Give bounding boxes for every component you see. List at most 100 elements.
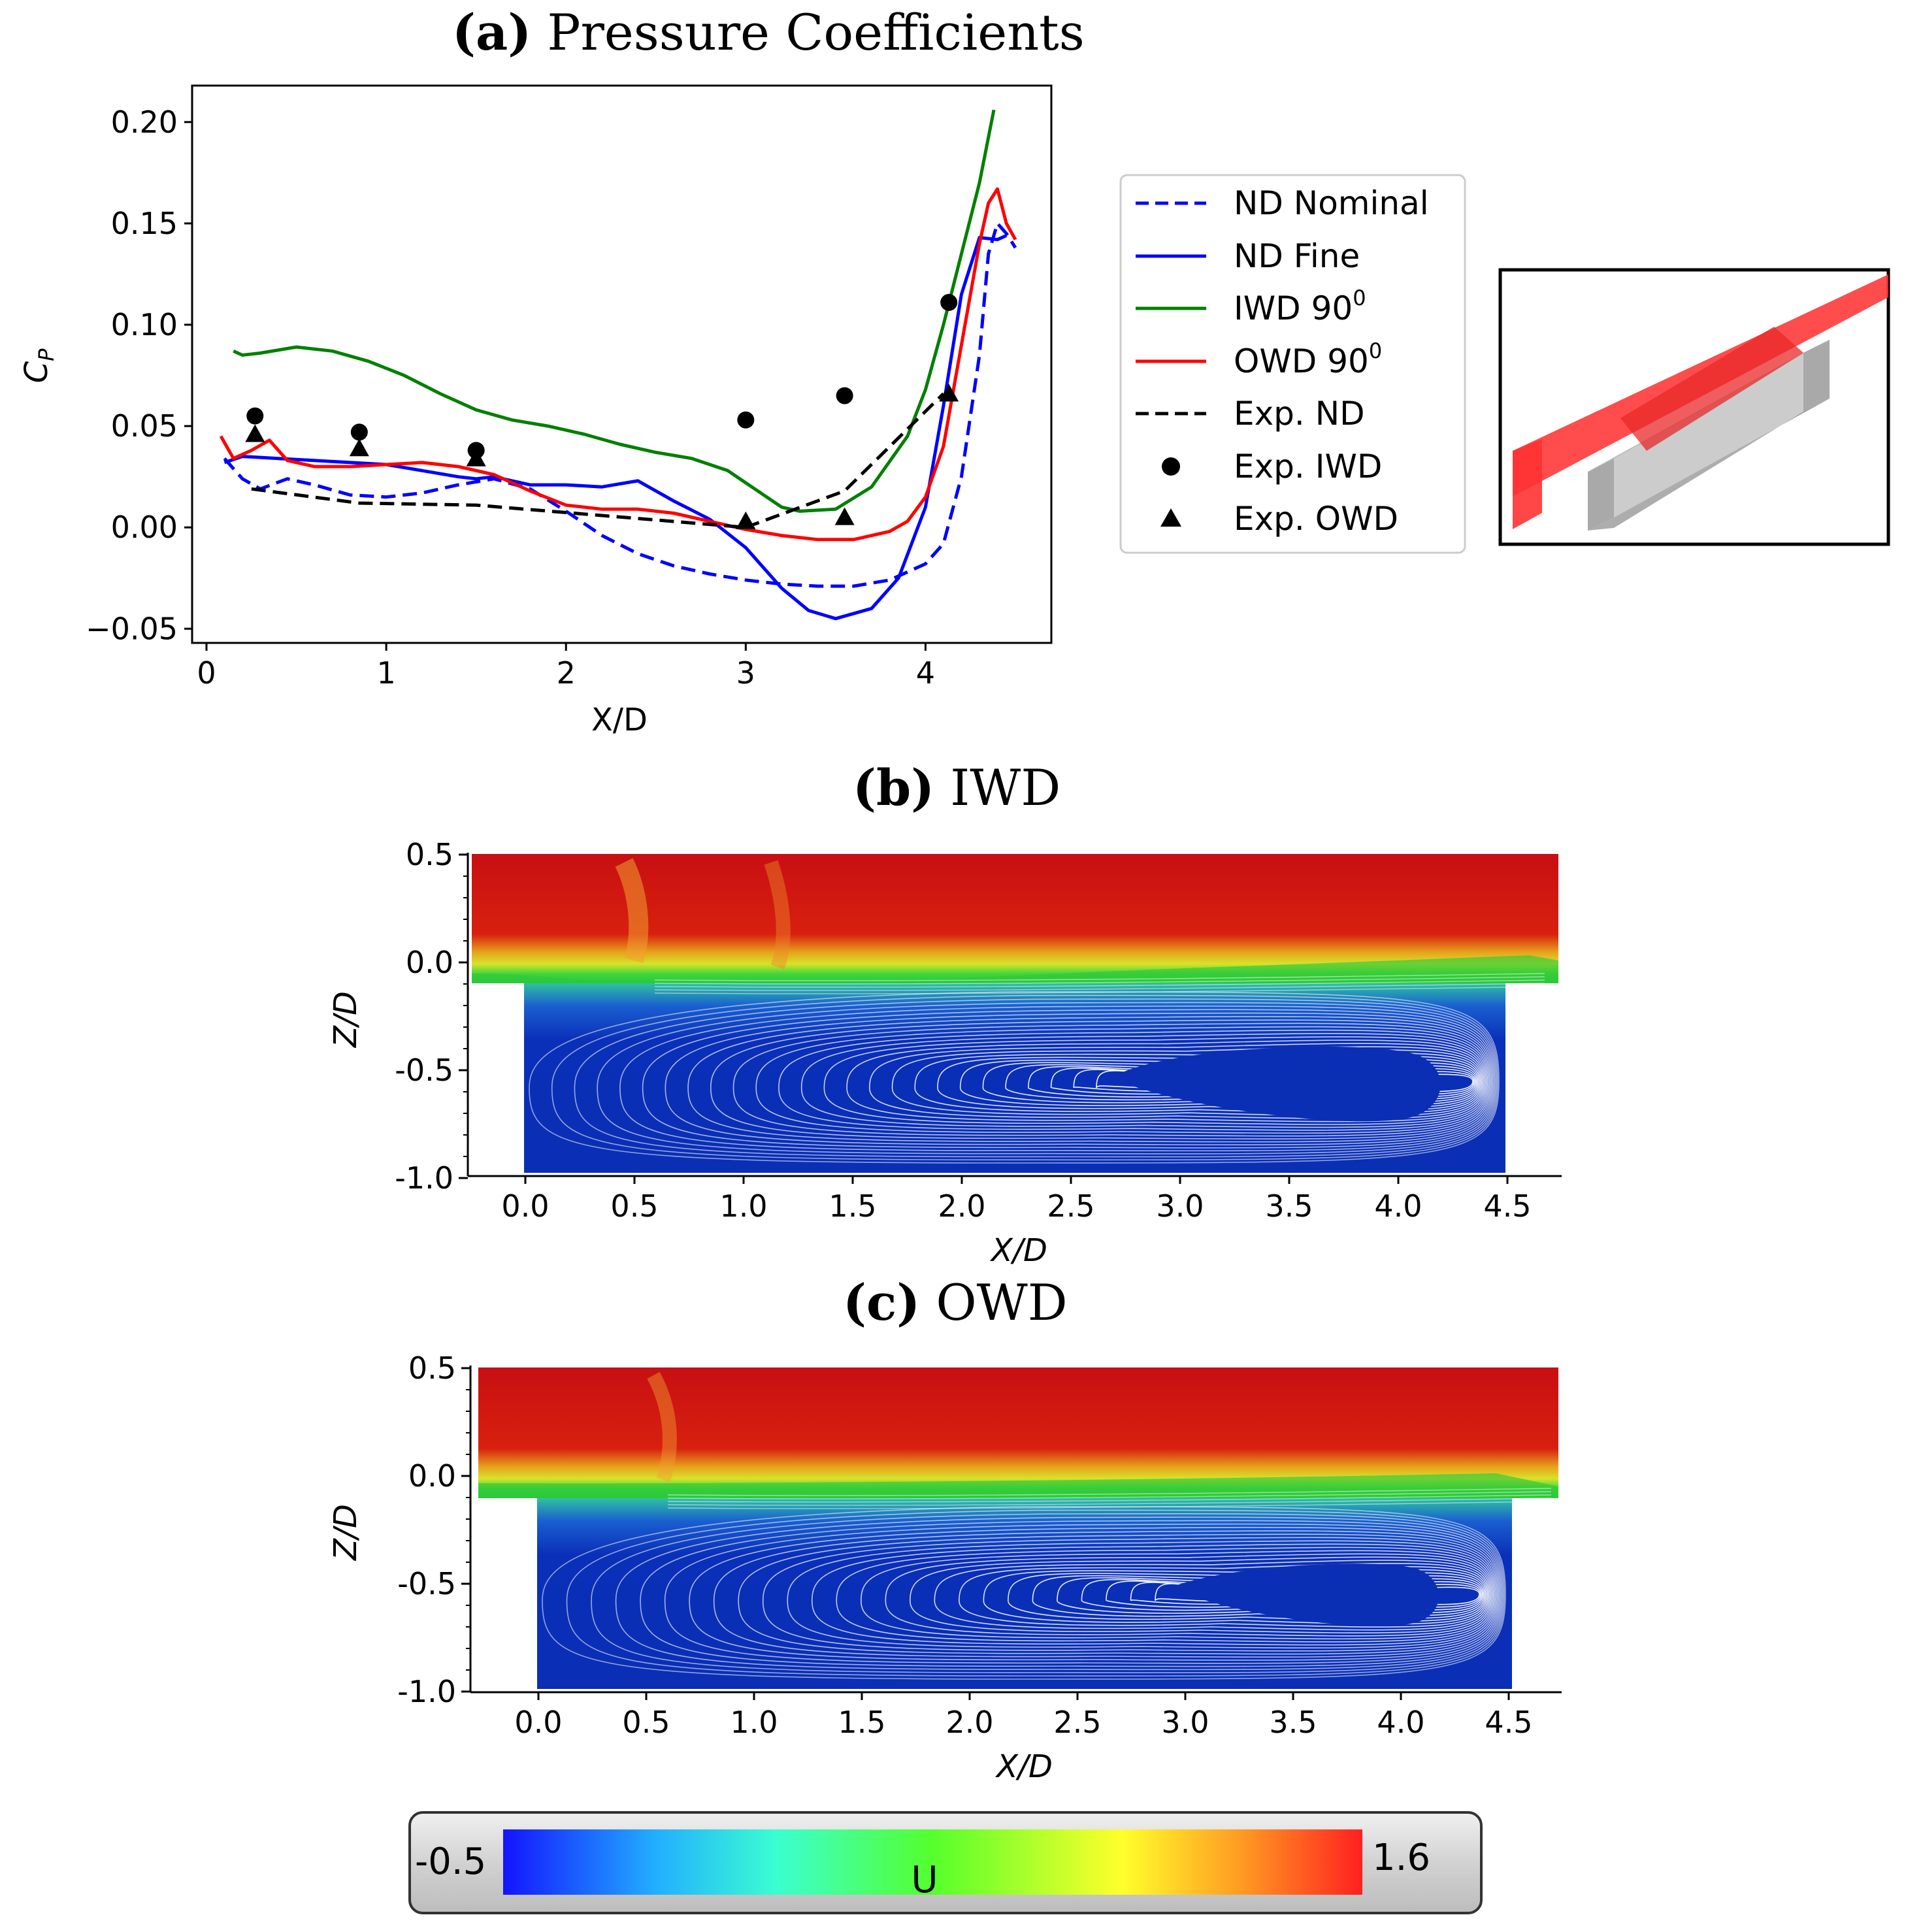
streamline xyxy=(885,1553,1492,1637)
streamline xyxy=(597,1002,1496,1154)
y-tick-label: 0.20 xyxy=(111,105,178,140)
x-tick-label: 1.5 xyxy=(829,1188,876,1224)
x-tick-label: 3.5 xyxy=(1265,1188,1313,1224)
field-c xyxy=(478,1367,1558,1689)
streamline xyxy=(654,983,1545,991)
streamline xyxy=(667,1488,1552,1496)
data-point-exp-owd xyxy=(939,384,959,402)
recirculation-core xyxy=(1170,1564,1439,1626)
streamline xyxy=(566,1509,1505,1677)
y-tick-label: −0.05 xyxy=(86,611,178,646)
plot-a-ticks: 0 1 2 3 4 −0.05 0.00 0.05 0.10 0.15 0.20 xyxy=(86,105,935,691)
streamline xyxy=(542,1506,1506,1680)
streamline xyxy=(823,1036,1486,1125)
data-point-exp-owd xyxy=(349,438,369,457)
axis-c-xlabel: X/D xyxy=(994,1748,1053,1785)
streamline xyxy=(654,979,1545,988)
x-tick-label: 4.0 xyxy=(1377,1705,1424,1740)
x-tick-label: 0.0 xyxy=(514,1705,562,1740)
x-tick-label: 2.5 xyxy=(1053,1705,1101,1740)
legend-label: IWD 900 xyxy=(1234,286,1366,327)
x-tick-label: 4.5 xyxy=(1483,1188,1531,1224)
x-tick-label: 2.5 xyxy=(1047,1188,1094,1224)
y-tick-label: -1.0 xyxy=(395,1160,453,1196)
legend-label: OWD 900 xyxy=(1234,338,1382,380)
panel-a-title: (a) Pressure Coefficients xyxy=(452,3,1085,61)
streamline xyxy=(778,1029,1488,1131)
streamline xyxy=(642,1009,1494,1149)
streamline xyxy=(665,1012,1494,1146)
plot-a-xlabel: X/D xyxy=(591,702,648,738)
legend-label: ND Fine xyxy=(1234,237,1360,275)
data-point-exp-iwd xyxy=(737,411,755,429)
panel-c-title: (c) OWD xyxy=(843,1273,1068,1332)
x-tick-label: 1.0 xyxy=(719,1188,767,1224)
plot-a-frame xyxy=(191,84,1053,644)
streamline xyxy=(619,1006,1496,1152)
x-tick-label: 2.0 xyxy=(938,1188,985,1224)
x-tick-label: 0.5 xyxy=(610,1188,658,1224)
legend-entry-nd-nominal: ND Nominal xyxy=(1136,184,1429,222)
panel-c: (c) OWD 0.0 0.5 1.0 1.5 2.0 2.5 3.0 3.5 4.0 4.50.… xyxy=(327,1273,1562,1785)
legend-frame xyxy=(1119,174,1466,554)
y-tick-label: -1.0 xyxy=(397,1674,456,1709)
data-point-exp-owd xyxy=(466,448,486,467)
streamline xyxy=(529,991,1500,1164)
legend-entry-nd-fine: ND Fine xyxy=(1136,237,1360,275)
streamline xyxy=(687,1016,1492,1143)
y-tick-label: 0.0 xyxy=(406,945,453,980)
colorbar: -0.5 1.6 U xyxy=(408,1811,1483,1914)
streamline xyxy=(574,998,1498,1158)
svg-text:CP: CP xyxy=(18,348,59,384)
streamline xyxy=(800,1033,1487,1128)
streamline xyxy=(689,1527,1500,1661)
streamline xyxy=(640,1520,1502,1667)
streamline xyxy=(846,1040,1485,1122)
geometry-inset xyxy=(1498,268,1890,546)
axis-b-ylabel: Z/D xyxy=(327,991,364,1049)
plate-illustration xyxy=(1513,274,1888,529)
streamline xyxy=(959,1563,1488,1628)
streamline xyxy=(732,1023,1490,1137)
legend-label: Exp. OWD xyxy=(1234,500,1398,538)
field-b xyxy=(472,854,1558,1173)
x-tick-label: 1 xyxy=(376,655,395,691)
x-tick-label: 1.0 xyxy=(730,1705,778,1740)
streamline xyxy=(591,1513,1504,1674)
streamline xyxy=(738,1533,1498,1655)
panel-b-title: (b) IWD xyxy=(853,759,1060,817)
data-point-exp-owd xyxy=(834,507,855,525)
legend-swatch xyxy=(1160,508,1181,527)
colorbar-gradient xyxy=(503,1829,1362,1895)
streamline xyxy=(667,1491,1552,1499)
series-line-exp-nd xyxy=(251,392,945,529)
y-tick-label: 0.5 xyxy=(408,1351,456,1386)
streamline xyxy=(787,1540,1496,1649)
x-tick-label: 0 xyxy=(197,655,216,691)
x-tick-label: 3.0 xyxy=(1161,1705,1209,1740)
streamline xyxy=(811,1543,1495,1646)
legend-entry-owd: OWD 900 xyxy=(1136,338,1382,380)
x-tick-label: 2 xyxy=(557,655,576,691)
x-tick-label: 1.5 xyxy=(838,1705,885,1740)
streamline xyxy=(654,986,1545,994)
streamline xyxy=(667,1498,1552,1506)
data-point-exp-iwd xyxy=(940,293,958,311)
colorbar-min-label: -0.5 xyxy=(415,1841,486,1883)
colorbar-variable-label: U xyxy=(912,1859,938,1901)
legend-entry-exp-iwd: Exp. IWD xyxy=(1162,448,1382,485)
x-tick-label: 4.5 xyxy=(1485,1705,1532,1740)
y-tick-label: 0.10 xyxy=(111,307,178,342)
x-tick-label: 0.5 xyxy=(622,1705,670,1740)
y-tick-label: -0.5 xyxy=(397,1566,456,1601)
legend-swatch xyxy=(1162,457,1180,476)
streamline xyxy=(654,973,1545,981)
series-line-iwd-90 xyxy=(233,109,996,513)
legend-entry-exp-nd: Exp. ND xyxy=(1136,395,1365,433)
streamline xyxy=(934,1560,1490,1631)
y-tick-label: 0.05 xyxy=(111,408,178,444)
streamline xyxy=(710,1019,1491,1140)
streamline xyxy=(664,1523,1501,1664)
data-point-exp-iwd xyxy=(350,423,368,441)
